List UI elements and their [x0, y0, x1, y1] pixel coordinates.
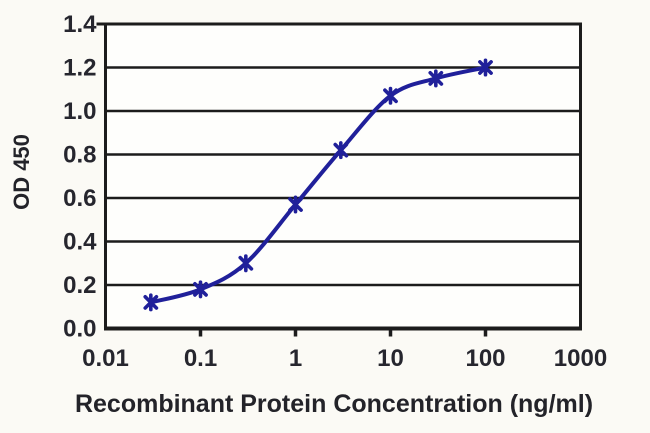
data-point-marker	[478, 58, 493, 77]
y-tick-label: 0.0	[63, 316, 96, 343]
y-tick-label: 0.2	[63, 272, 96, 299]
x-tick-label: 1	[289, 345, 302, 372]
x-tick-label: 10	[377, 345, 404, 372]
data-point-marker	[288, 195, 303, 214]
y-tick-label: 1.0	[63, 98, 96, 125]
y-tick-label: 0.6	[63, 185, 96, 212]
data-point-marker	[383, 86, 398, 105]
x-tick-label: 1000	[554, 345, 607, 372]
data-point-marker	[193, 280, 208, 299]
y-tick-label: 1.4	[63, 11, 97, 38]
x-tick-label: 100	[465, 345, 505, 372]
data-point-marker	[238, 254, 254, 273]
data-point-marker	[428, 69, 444, 88]
x-tick-label: 0.01	[82, 345, 129, 372]
y-tick-label: 0.4	[63, 229, 97, 256]
series-line	[148, 65, 488, 305]
x-tick-label: 0.1	[184, 345, 217, 372]
y-tick-label: 1.2	[63, 55, 96, 82]
y-tick-label: 0.8	[63, 142, 96, 169]
x-axis-title: Recombinant Protein Concentration (ng/ml…	[74, 390, 594, 418]
y-axis-title: OD 450	[9, 134, 34, 210]
plot-area	[105, 24, 581, 329]
data-point-marker	[333, 141, 349, 160]
data-point-marker	[143, 293, 159, 312]
